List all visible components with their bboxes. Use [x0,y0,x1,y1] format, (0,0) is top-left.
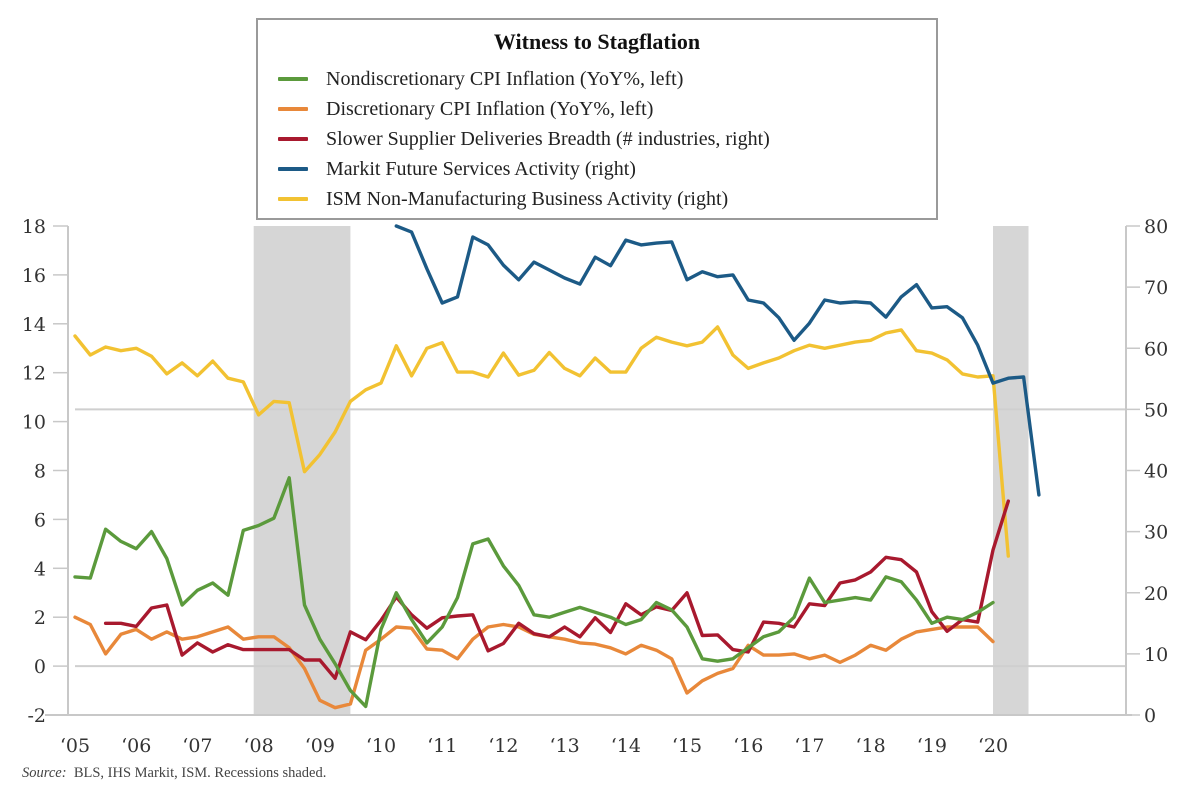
legend-swatch [278,77,308,81]
series-line-0 [73,476,995,709]
x-tick-label: ‘11 [427,735,457,757]
right-tick-label: 30 [1144,522,1168,544]
source-text: BLS, IHS Markit, ISM. Recessions shaded. [73,765,327,781]
legend-item: ISM Non-Manufacturing Business Activity … [278,186,728,212]
series-line-2 [103,499,1010,680]
x-tick-label: ‘09 [305,735,335,757]
x-tick-label: ‘16 [733,735,763,757]
left-tick-label: 8 [34,461,46,483]
series-line-3 [394,224,1041,497]
x-tick-label: ‘05 [60,735,90,757]
x-tick-label: ‘08 [243,735,273,757]
source-note: Source: BLS, IHS Markit, ISM. Recessions… [22,765,326,782]
axes [45,226,1132,716]
right-tick-label: 0 [1144,705,1156,727]
recession-band-1 [993,226,1029,715]
left-tick-label: 14 [22,314,46,336]
left-tick-label: 0 [34,656,46,678]
legend-label: Markit Future Services Activity (right) [326,157,636,180]
series-line-4 [73,325,1010,558]
legend-item: Slower Supplier Deliveries Breadth (# in… [278,126,770,152]
left-tick-label: 16 [22,265,46,287]
x-tick-label: ‘15 [672,735,702,757]
right-tick-label: 70 [1144,277,1168,299]
legend: Witness to Stagflation Nondiscretionary … [256,18,938,220]
x-tick-label: ‘06 [121,735,151,757]
legend-label: Nondiscretionary CPI Inflation (YoY%, le… [326,67,684,90]
legend-swatch [278,107,308,111]
x-tick-label: ‘10 [366,735,396,757]
x-axis-ticks: ‘05 ‘06 ‘07 ‘08 ‘09 ‘10 ‘11 ‘12 ‘13 ‘14 ‘15 ‘16 ‘17 ‘… [60,735,1008,757]
legend-swatch [278,197,308,201]
left-tick-label: 2 [34,607,46,629]
left-tick-label: 18 [22,216,46,238]
legend-label: Discretionary CPI Inflation (YoY%, left) [326,97,654,120]
legend-item: Markit Future Services Activity (right) [278,156,636,182]
left-tick-label: 6 [34,509,46,531]
x-tick-label: ‘13 [549,735,579,757]
series-line-1 [73,615,995,710]
source-label: Source: [22,765,67,781]
right-tick-label: 80 [1144,216,1168,238]
recession-band-0 [253,226,351,715]
legend-label: ISM Non-Manufacturing Business Activity … [326,187,729,210]
x-tick-label: ‘17 [794,735,824,757]
right-tick-label: 50 [1144,399,1168,421]
right-axis-ticks: 0 10 20 30 40 50 60 70 80 [1126,216,1168,727]
legend-swatch [278,167,308,171]
x-tick-label: ‘14 [611,735,641,757]
chart-title: Witness to Stagflation [493,29,701,54]
right-tick-label: 10 [1144,644,1168,666]
legend-item: Discretionary CPI Inflation (YoY%, left) [278,96,653,122]
x-tick-label: ‘19 [917,735,947,757]
x-tick-label: ‘07 [182,735,212,757]
reference-lines [75,408,1126,668]
left-tick-label: -2 [27,705,46,727]
left-tick-label: 4 [34,558,46,580]
series-lines [73,224,1041,710]
x-tick-label: ‘20 [978,735,1008,757]
left-axis-ticks: -2 0 2 4 6 8 10 12 14 16 18 [22,216,68,727]
x-tick-label: ‘12 [488,735,518,757]
x-tick-label: ‘18 [855,735,885,757]
recession-shading [253,226,1029,715]
right-tick-label: 20 [1144,583,1168,605]
right-tick-label: 60 [1144,338,1168,360]
legend-item: Nondiscretionary CPI Inflation (YoY%, le… [278,66,683,92]
legend-swatch [278,137,308,141]
left-tick-label: 10 [22,412,46,434]
left-tick-label: 12 [22,363,46,385]
right-tick-label: 40 [1144,461,1168,483]
legend-label: Slower Supplier Deliveries Breadth (# in… [326,127,770,150]
